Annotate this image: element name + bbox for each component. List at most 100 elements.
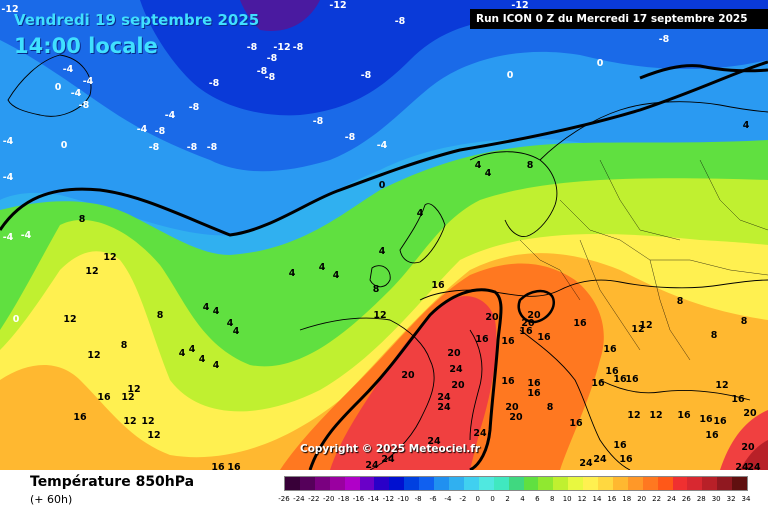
scale-cell: [672, 477, 688, 490]
scale-cell: [419, 477, 435, 490]
scale-cell: [359, 477, 375, 490]
isotherm-label: 16: [527, 378, 541, 389]
isotherm-label: 16: [211, 462, 225, 470]
isotherm-label: 20: [527, 310, 541, 321]
scale-tick-label: 20: [637, 495, 647, 503]
scale-cell: [478, 477, 494, 490]
isotherm-label: 4: [199, 354, 206, 365]
isotherm-label: 0: [13, 314, 20, 325]
isotherm-zero-north: [639, 64, 768, 80]
scale-cell: [553, 477, 569, 490]
isotherm-label: 12: [85, 266, 98, 277]
scale-tick-label: -4: [444, 495, 452, 503]
isotherm-label: 12: [123, 416, 136, 427]
isotherm-label: 16: [699, 414, 713, 425]
isotherm-label: -4: [165, 110, 176, 121]
scale-tick-label: -6: [429, 495, 437, 503]
isotherm-label: 20: [447, 348, 461, 359]
isotherm-label: 16: [677, 410, 691, 421]
scale-tick-label: -20: [322, 495, 335, 503]
isotherm-labels: -12 -12 -12-8-8 -12 -8-8-8-8 -8-8-8-8-4-8-4-8…: [1, 0, 761, 470]
isotherm-label: -4: [71, 88, 82, 99]
isotherm-label: 24: [449, 364, 463, 375]
scale-tick-label: 12: [577, 495, 587, 503]
isotherm-label: 12: [103, 252, 116, 263]
scale-cell: [448, 477, 464, 490]
isotherm-label: 16: [573, 318, 587, 329]
isotherm-label: 0: [55, 82, 62, 93]
isotherm-label: 16: [431, 280, 445, 291]
scale-cell: [583, 477, 599, 490]
isotherm-label: 4: [743, 120, 750, 131]
isotherm-label: 16: [731, 394, 745, 405]
scale-tick-label: 2: [505, 495, 510, 503]
isotherm-label: -8: [187, 142, 198, 153]
isotherm-label: -4: [3, 136, 14, 147]
isotherm-label: 4: [213, 360, 220, 371]
scale-tick-label: 22: [652, 495, 662, 503]
isotherm-label: -8: [395, 16, 406, 27]
isotherm-label: 4: [227, 318, 234, 329]
isotherm-label: 20: [741, 442, 755, 453]
isotherm-label: 12: [87, 350, 100, 361]
run-info: Run ICON 0 Z du Mercredi 17 septembre 20…: [470, 9, 768, 29]
map-canvas: -12 -12 -12-8-8 -12 -8-8-8-8 -8-8-8-8-4-8-4-8…: [0, 0, 768, 470]
borders: [519, 159, 768, 361]
scale-cell: [374, 477, 390, 490]
isotherm-label: 24: [579, 458, 593, 469]
band-minus16: [240, 0, 320, 31]
scale-tick-label: 18: [622, 495, 632, 503]
isotherm-label: 24: [381, 454, 395, 465]
scale-tick-label: -14: [367, 495, 380, 503]
isotherm-label: 8: [157, 310, 164, 321]
isotherm-label: -12: [511, 0, 528, 11]
isotherm-label: -8: [149, 142, 160, 153]
isotherm-label: 12: [141, 416, 154, 427]
isotherm-label: 4: [179, 348, 186, 359]
isotherm-label: 12: [127, 384, 140, 395]
isotherm-label: 8: [527, 160, 534, 171]
variable-title: Température 850hPa: [30, 474, 195, 490]
scale-tick-label: -12: [382, 495, 395, 503]
isotherm-label: -8: [189, 102, 200, 113]
isotherm-label: -8: [659, 34, 670, 45]
band-24: [330, 296, 497, 470]
isotherm-label: 20: [521, 318, 535, 329]
band-28-east: [740, 440, 768, 470]
isotherm-label: -8: [257, 66, 268, 77]
isotherm-label: 24: [437, 392, 451, 403]
isotherm-label: -8: [313, 116, 324, 127]
scale-cell: [329, 477, 345, 490]
scale-tick-label: 32: [726, 495, 736, 503]
isotherm-label: -4: [21, 230, 32, 241]
isotherm-label: 12: [631, 324, 644, 335]
scale-tick-label: 24: [667, 495, 676, 503]
isotherm-label: -8: [361, 70, 372, 81]
isotherm-label: 16: [569, 418, 583, 429]
isotherm-label: 4: [333, 270, 340, 281]
scale-tick-label: -10: [397, 495, 409, 503]
scale-tick-label: -16: [352, 495, 365, 503]
scale-cell: [538, 477, 554, 490]
isotherm-label: 16: [619, 454, 633, 465]
scale-tick-label: 4: [520, 495, 525, 503]
scale-cell: [404, 477, 420, 490]
isotherm-label: 0: [61, 140, 68, 151]
isotherm-label: -4: [377, 140, 388, 151]
scale-cell: [344, 477, 360, 490]
isotherm-label: 8: [677, 296, 684, 307]
copyright: Copyright © 2025 Meteociel.fr: [300, 443, 480, 455]
isotherm-label: 4: [319, 262, 326, 273]
scale-cell: [523, 477, 539, 490]
isotherm-label: 24: [473, 428, 487, 439]
isotherm-label: 20: [743, 408, 757, 419]
isotherm-label: 24: [747, 462, 761, 470]
isotherm-label: 20: [485, 312, 499, 323]
temperature-map: -12 -12 -12 -8 -8 -12 -8 -8 -8 -8 -8 -8 -8 -8 -4 -8 -4 -8…: [0, 0, 768, 470]
isotherm-label: 12: [121, 392, 134, 403]
isotherm-label: 16: [591, 378, 605, 389]
isotherm-label: -4: [63, 64, 74, 75]
isotherm-label: 16: [603, 344, 617, 355]
isotherm-label: 8: [741, 316, 748, 327]
